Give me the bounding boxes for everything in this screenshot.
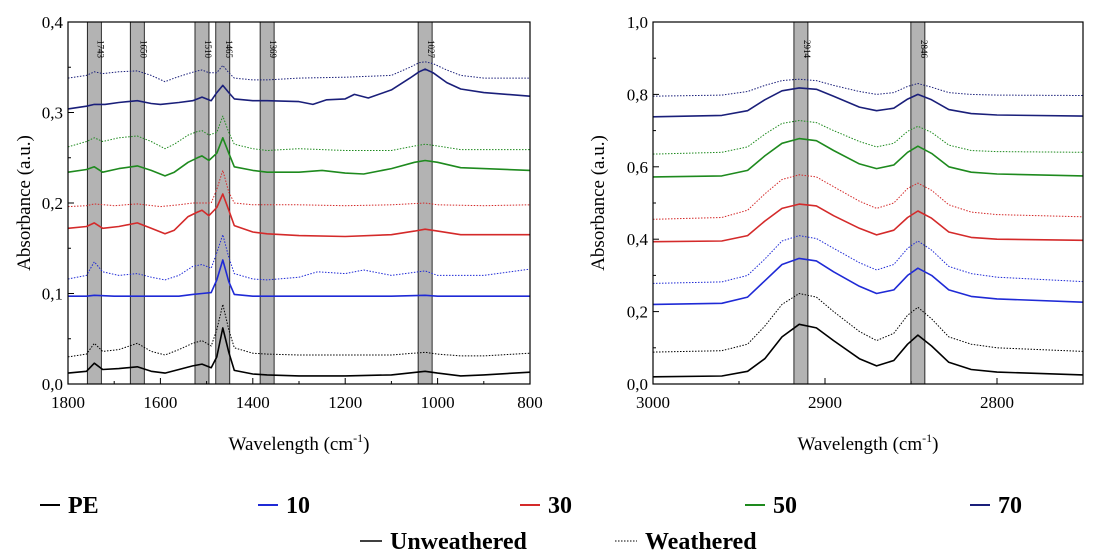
band-highlight [910,21,926,385]
series-line-10-weathered [67,234,531,281]
series-line-30-unweathered [67,193,530,238]
legend-label-50: 50 [773,493,797,519]
legend-label-10: 10 [286,493,310,519]
series-line-70-unweathered [652,87,1084,118]
y-tick-label: 0,3 [42,104,63,123]
y-tick-label: 1,0 [627,13,648,32]
x-axis-title-text: Wavelength (cm [229,434,354,455]
y-tick-label: 0,6 [627,158,648,177]
right-spectrum-panel: 2914 2846 3000 2900 2800 0,0 0,2 0,4 0,6 0,8 1,0 Wa… [588,13,1084,455]
y-tick-label: 0,2 [627,303,648,322]
y-tick-label: 0,0 [42,375,63,394]
series-line-70-unweathered [67,68,531,110]
band-highlight [259,21,275,385]
x-axis-title-text: Wavelength (cm [798,434,923,455]
series-line-30-weathered [652,174,1084,220]
band-label: 1465 [224,40,234,59]
legend-label-PE: PE [68,493,99,519]
series-line-10-weathered [652,235,1084,284]
y-tick-label: 0,4 [42,13,64,32]
x-axis-title-superscript: -1 [353,431,363,445]
x-axis-title-superscript: -1 [922,431,932,445]
x-tick-label: 1200 [328,393,362,412]
x-axis-title-end: ) [932,434,938,455]
series-line-PE-weathered [652,293,1084,353]
band-label: 1027 [426,40,436,59]
band-label: 1510 [203,40,213,59]
legend-label-30: 30 [548,493,572,519]
x-tick-label: 3000 [636,393,670,412]
y-tick-label: 0,8 [627,85,648,104]
series-line-50-unweathered [67,137,531,177]
series-line-PE-unweathered [652,323,1084,378]
x-axis-title-end: ) [363,434,369,455]
series-line-10-unweathered [652,257,1084,306]
x-axis-title: Wavelength (cm-1) [229,431,370,455]
band-label: 2914 [802,40,812,59]
legend-label-weathered: Weathered [645,529,757,553]
band-label: 1369 [268,40,278,59]
series-line-70-weathered [652,78,1084,97]
x-tick-label: 1800 [51,393,85,412]
left-spectrum-panel: 1743 1650 1510 1465 1369 1027 1800 1600 1400 1200… [14,13,543,455]
series-line-10-unweathered [68,259,530,297]
x-tick-label: 2900 [808,393,842,412]
series-line-50-weathered [67,115,530,151]
y-tick-label: 0,1 [42,285,63,304]
band-highlight [86,21,102,385]
plot-frame [652,21,1084,385]
y-tick-label: 0,4 [627,230,649,249]
series-line-30-weathered [67,169,531,208]
band-label: 1650 [138,40,148,59]
y-tick-label: 0,2 [42,194,63,213]
y-axis-title: Absorbance (a.u.) [588,135,609,271]
series-line-50-unweathered [652,137,1084,178]
legend-label-unweathered: Unweathered [390,529,528,553]
series-line-PE-weathered [67,303,531,358]
y-axis-title: Absorbance (a.u.) [14,135,35,271]
band-label: 1743 [95,40,105,59]
series-line-30-unweathered [652,203,1084,243]
series-line-PE-unweathered [67,327,531,377]
band-highlight [793,21,809,385]
band-label: 2846 [919,40,929,59]
x-axis-title: Wavelength (cm-1) [798,431,939,455]
series-line-70-weathered [67,61,530,83]
legend-label-70: 70 [998,493,1022,519]
x-tick-label: 2800 [980,393,1014,412]
x-tick-label: 1600 [143,393,177,412]
series-line-50-weathered [652,120,1084,155]
y-tick-label: 0,0 [627,375,648,394]
x-tick-label: 1400 [236,393,270,412]
legend: PE 10 30 50 70 Unweathered Weathered [40,493,1022,553]
x-tick-label: 800 [517,393,543,412]
x-tick-label: 1000 [421,393,455,412]
band-highlight [129,21,145,385]
